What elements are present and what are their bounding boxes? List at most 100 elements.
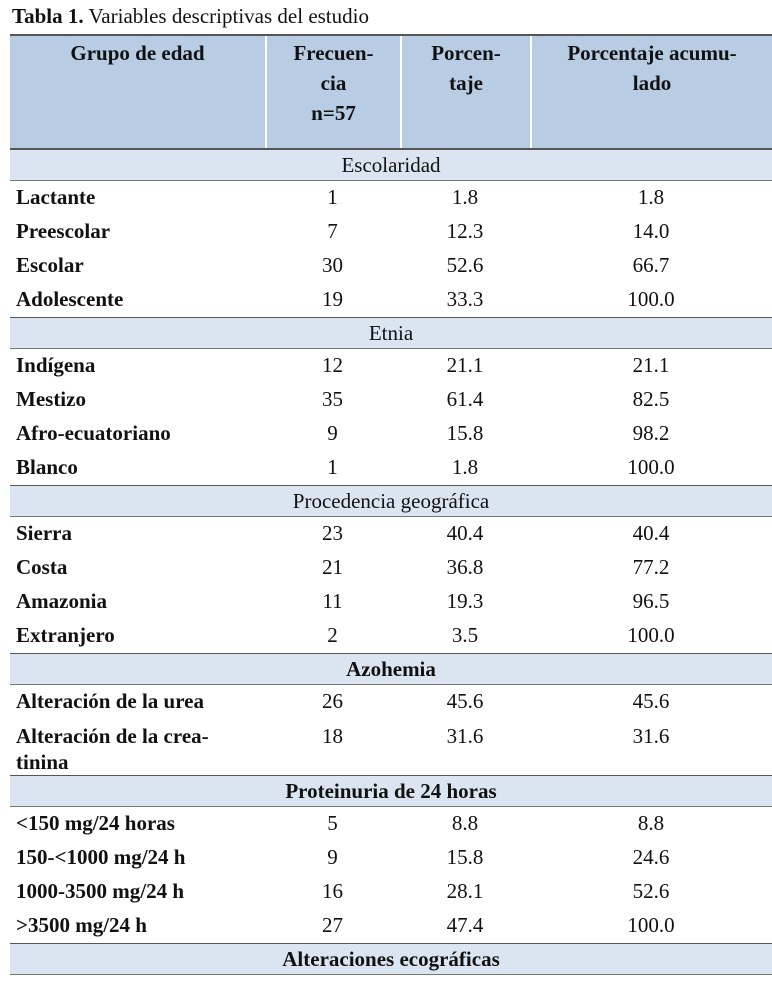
cell: 33.3	[446, 287, 484, 311]
data-row: Sierra 23 40.4 40.4	[10, 517, 772, 551]
cell: 100.0	[627, 913, 675, 937]
cell: 23	[322, 521, 343, 545]
cell: 26	[322, 689, 343, 713]
row-label: Blanco	[10, 451, 265, 485]
cell: 66.7	[632, 253, 670, 277]
cell: 1.8	[637, 185, 665, 209]
cell: 21	[322, 555, 343, 579]
data-row: Indígena 12 21.1 21.1	[10, 349, 772, 383]
cell: 9	[327, 845, 338, 869]
cell: 21.1	[632, 353, 670, 377]
data-row: Alteración de la crea-tinina 18 31.6 31.6	[10, 719, 772, 775]
section-title: Procedencia geográfica	[10, 485, 772, 517]
row-label: Extranjero	[10, 619, 265, 653]
cell: 8.8	[637, 811, 665, 835]
cell: 15.8	[446, 845, 484, 869]
cell: 96.5	[632, 589, 670, 613]
data-row: Adolescente 19 33.3 100.0	[10, 283, 772, 317]
cell: 19	[322, 287, 343, 311]
header-cell: Porcentaje acumu-lado	[530, 36, 772, 148]
cell: 82.5	[632, 387, 670, 411]
cell-line: Preescolar	[16, 219, 111, 243]
cell: 19.3	[446, 589, 484, 613]
cell-line: Grupo de edad	[70, 41, 205, 65]
cell: 7	[327, 219, 338, 243]
cell: 3.5	[451, 623, 479, 647]
cell: 5	[327, 811, 338, 835]
data-row: 1000-3500 mg/24 h 16 28.1 52.6	[10, 875, 772, 909]
data-row: Lactante 1 1.8 1.8	[10, 181, 772, 215]
data-row: 150-<1000 mg/24 h 9 15.8 24.6	[10, 841, 772, 875]
row-label: Amazonia	[10, 585, 265, 619]
cell: 30	[322, 253, 343, 277]
cell: 45.6	[446, 689, 484, 713]
cell: 28.1	[446, 879, 484, 903]
cell: 35	[322, 387, 343, 411]
cell-line: Alteración de la crea-	[16, 724, 209, 748]
cell: 98.2	[632, 421, 670, 445]
cell: 77.2	[632, 555, 670, 579]
caption-label: Tabla 1.	[12, 4, 84, 28]
header-cell: Grupo de edad	[10, 36, 265, 148]
cell: 18	[322, 724, 343, 748]
cell: 9	[327, 421, 338, 445]
cell-line: Indígena	[16, 353, 96, 377]
row-label: Adolescente	[10, 283, 265, 317]
cell: 21.1	[446, 353, 484, 377]
cell-line: 150-<1000 mg/24 h	[16, 845, 186, 869]
data-row: Escolar 30 52.6 66.7	[10, 249, 772, 283]
cell-line: 1000-3500 mg/24 h	[16, 879, 184, 903]
cell: 16	[322, 879, 343, 903]
cell-line: Mestizo	[16, 387, 86, 411]
row-label: Sierra	[10, 517, 265, 551]
table-caption: Tabla 1. Variables descriptivas del estu…	[12, 4, 369, 29]
cell: 1	[327, 185, 338, 209]
cell: 61.4	[446, 387, 484, 411]
cell-line: Afro-ecuatoriano	[16, 421, 171, 445]
cell: 47.4	[446, 913, 484, 937]
row-label: >3500 mg/24 h	[10, 909, 265, 943]
cell-line: Extranjero	[16, 623, 115, 647]
cell: 12.3	[446, 219, 484, 243]
cell-line: lado	[632, 71, 672, 95]
cell-line: n=57	[311, 101, 356, 125]
cell: 36.8	[446, 555, 484, 579]
cell: 45.6	[632, 689, 670, 713]
section-title: Etnia	[10, 317, 772, 349]
cell-line: <150 mg/24 horas	[16, 811, 175, 835]
data-row: Extranjero 2 3.5 100.0	[10, 619, 772, 653]
cell: 100.0	[627, 287, 675, 311]
cell: 24.6	[632, 845, 670, 869]
cell-line: Porcen-	[431, 41, 501, 65]
cell: 31.6	[632, 724, 670, 748]
cell-line: Sierra	[16, 521, 72, 545]
cell: 52.6	[632, 879, 670, 903]
row-label: Costa	[10, 551, 265, 585]
cell: 40.4	[446, 521, 484, 545]
row-label: Afro-ecuatoriano	[10, 417, 265, 451]
cell-line: Amazonia	[16, 589, 107, 613]
cell-line: >3500 mg/24 h	[16, 913, 147, 937]
cell: 31.6	[446, 724, 484, 748]
section-title: Escolaridad	[10, 149, 772, 181]
row-label: Alteración de la urea	[10, 685, 265, 719]
cell-line: Blanco	[16, 455, 78, 479]
header-row: Grupo de edad Frecuen-cia n=57 Porcen-taje P…	[10, 34, 772, 149]
cell: 11	[322, 589, 343, 613]
data-row: Afro-ecuatoriano 9 15.8 98.2	[10, 417, 772, 451]
row-label: Alteración de la crea-tinina	[10, 723, 265, 775]
cell: 1	[327, 455, 338, 479]
caption-text: Variables descriptivas del estudio	[88, 4, 369, 28]
data-row: Blanco 1 1.8 100.0	[10, 451, 772, 485]
data-row: Costa 21 36.8 77.2	[10, 551, 772, 585]
cell: 100.0	[627, 455, 675, 479]
cell: 2	[327, 623, 338, 647]
cell: 15.8	[446, 421, 484, 445]
cell: 1.8	[451, 455, 479, 479]
cell-line: taje	[449, 71, 483, 95]
data-row: Alteración de la urea 26 45.6 45.6	[10, 685, 772, 719]
cell: 27	[322, 913, 343, 937]
row-label: 150-<1000 mg/24 h	[10, 841, 265, 875]
data-row: >3500 mg/24 h 27 47.4 100.0	[10, 909, 772, 943]
